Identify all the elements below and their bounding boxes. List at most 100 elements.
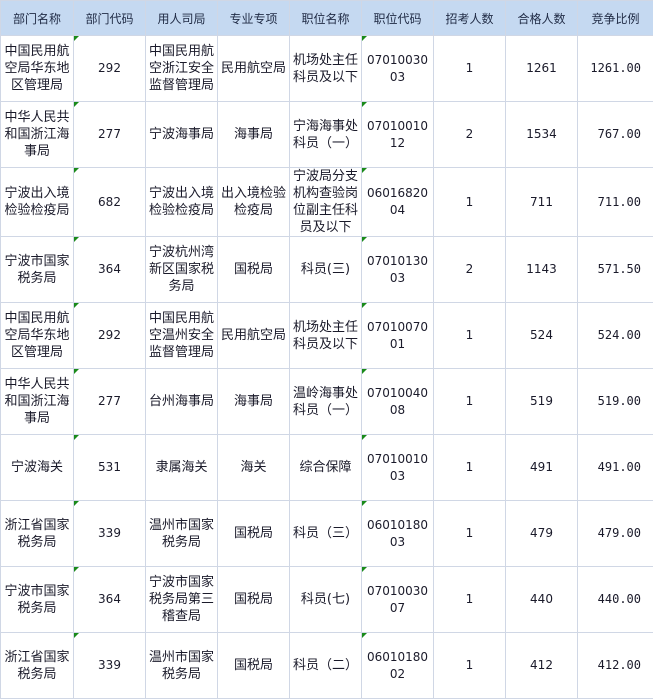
cell-department-name: 宁波市国家税务局 (1, 237, 74, 303)
cell-specialty: 国税局 (218, 633, 290, 699)
cell-department-name: 中国民用航空局华东地区管理局 (1, 36, 74, 102)
cell-specialty: 海事局 (218, 102, 290, 168)
cell-employing-bureau: 温州市国家税务局 (146, 633, 218, 699)
cell-specialty: 国税局 (218, 567, 290, 633)
header-competition-ratio: 竞争比例 (578, 1, 653, 36)
cell-recruit-count: 1 (434, 36, 506, 102)
cell-position-name: 宁海海事处科员（一） (290, 102, 362, 168)
cell-recruit-count: 2 (434, 102, 506, 168)
header-qualified-count: 合格人数 (506, 1, 578, 36)
cell-department-code: 364 (74, 567, 146, 633)
cell-employing-bureau: 台州海事局 (146, 369, 218, 435)
cell-employing-bureau: 温州市国家税务局 (146, 501, 218, 567)
cell-department-code: 682 (74, 168, 146, 237)
cell-department-name: 中华人民共和国浙江海事局 (1, 369, 74, 435)
cell-position-code: 0701013003 (362, 237, 434, 303)
cell-competition-ratio: 524.00 (578, 303, 653, 369)
cell-recruit-count: 1 (434, 303, 506, 369)
cell-department-code: 292 (74, 36, 146, 102)
cell-position-code: 0601018003 (362, 501, 434, 567)
cell-position-name: 科员(三) (290, 237, 362, 303)
cell-employing-bureau: 中国民用航空温州安全监督管理局 (146, 303, 218, 369)
cell-competition-ratio: 491.00 (578, 435, 653, 501)
cell-employing-bureau: 中国民用航空浙江安全监督管理局 (146, 36, 218, 102)
header-department-name: 部门名称 (1, 1, 74, 36)
cell-competition-ratio: 412.00 (578, 633, 653, 699)
header-row: 部门名称部门代码用人司局专业专项职位名称职位代码招考人数合格人数竞争比例 (1, 1, 653, 36)
cell-department-code: 277 (74, 102, 146, 168)
cell-position-name: 科员（二） (290, 633, 362, 699)
cell-competition-ratio: 519.00 (578, 369, 653, 435)
cell-position-name: 综合保障 (290, 435, 362, 501)
cell-position-code: 0701003007 (362, 567, 434, 633)
cell-specialty: 民用航空局 (218, 303, 290, 369)
cell-employing-bureau: 宁波市国家税务局第三稽查局 (146, 567, 218, 633)
cell-position-name: 科员（三） (290, 501, 362, 567)
cell-department-code: 292 (74, 303, 146, 369)
cell-department-name: 宁波市国家税务局 (1, 567, 74, 633)
cell-employing-bureau: 宁波海事局 (146, 102, 218, 168)
cell-employing-bureau: 隶属海关 (146, 435, 218, 501)
cell-competition-ratio: 767.00 (578, 102, 653, 168)
cell-recruit-count: 1 (434, 369, 506, 435)
cell-department-name: 宁波出入境检验检疫局 (1, 168, 74, 237)
cell-specialty: 国税局 (218, 237, 290, 303)
cell-competition-ratio: 1261.00 (578, 36, 653, 102)
cell-position-code: 0601682004 (362, 168, 434, 237)
cell-recruit-count: 1 (434, 633, 506, 699)
cell-recruit-count: 1 (434, 501, 506, 567)
cell-specialty: 民用航空局 (218, 36, 290, 102)
header-specialty: 专业专项 (218, 1, 290, 36)
header-employing-bureau: 用人司局 (146, 1, 218, 36)
cell-qualified-count: 479 (506, 501, 578, 567)
cell-qualified-count: 440 (506, 567, 578, 633)
cell-department-code: 277 (74, 369, 146, 435)
cell-department-code: 339 (74, 633, 146, 699)
cell-specialty: 海事局 (218, 369, 290, 435)
cell-department-code: 531 (74, 435, 146, 501)
cell-recruit-count: 1 (434, 435, 506, 501)
cell-department-name: 浙江省国家税务局 (1, 633, 74, 699)
cell-specialty: 海关 (218, 435, 290, 501)
cell-position-code: 0701001003 (362, 435, 434, 501)
cell-position-code: 0701003003 (362, 36, 434, 102)
cell-qualified-count: 412 (506, 633, 578, 699)
cell-qualified-count: 1261 (506, 36, 578, 102)
cell-position-code: 0701004008 (362, 369, 434, 435)
cell-qualified-count: 1143 (506, 237, 578, 303)
cell-department-name: 浙江省国家税务局 (1, 501, 74, 567)
cell-recruit-count: 2 (434, 237, 506, 303)
cell-specialty: 国税局 (218, 501, 290, 567)
cell-competition-ratio: 571.50 (578, 237, 653, 303)
cell-competition-ratio: 440.00 (578, 567, 653, 633)
cell-department-name: 中国民用航空局华东地区管理局 (1, 303, 74, 369)
header-position-name: 职位名称 (290, 1, 362, 36)
cell-competition-ratio: 711.00 (578, 168, 653, 237)
cell-position-name: 温岭海事处科员（一） (290, 369, 362, 435)
cell-recruit-count: 1 (434, 168, 506, 237)
cell-department-name: 宁波海关 (1, 435, 74, 501)
cell-qualified-count: 519 (506, 369, 578, 435)
cell-qualified-count: 711 (506, 168, 578, 237)
cell-recruit-count: 1 (434, 567, 506, 633)
cell-qualified-count: 524 (506, 303, 578, 369)
cell-employing-bureau: 宁波出入境检验检疫局 (146, 168, 218, 237)
cell-position-code: 0701007001 (362, 303, 434, 369)
cell-position-name: 宁波局分支机构查验岗位副主任科员及以下 (290, 168, 362, 237)
cell-position-code: 0701001012 (362, 102, 434, 168)
cell-position-name: 科员(七) (290, 567, 362, 633)
cell-employing-bureau: 宁波杭州湾新区国家税务局 (146, 237, 218, 303)
cell-qualified-count: 1534 (506, 102, 578, 168)
cell-department-code: 364 (74, 237, 146, 303)
